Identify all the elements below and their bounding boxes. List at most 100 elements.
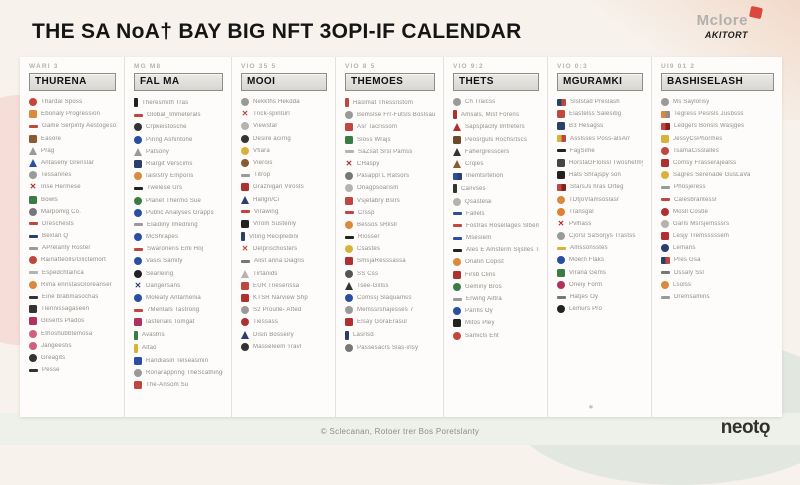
circle-icon bbox=[29, 280, 37, 289]
square-icon bbox=[661, 158, 669, 167]
list-item: Marpomig Co. bbox=[29, 207, 116, 216]
item-label: Vsjetabry Bslrs bbox=[357, 197, 401, 204]
list-item: Vasis Samity bbox=[134, 257, 223, 266]
circle-icon bbox=[453, 331, 461, 340]
item-label: Bexlan Q bbox=[42, 233, 69, 240]
item-label: Piring Ashintone bbox=[146, 136, 193, 143]
page-title: THE SA NoA† BAY BIG NFT 3OPI-IF CALENDAR bbox=[32, 20, 522, 43]
list-item: Erwing Ailtra bbox=[453, 295, 539, 303]
cross-icon: ✕ bbox=[345, 158, 353, 168]
list-item: Crpkeistoscne bbox=[134, 123, 223, 132]
list-item: Vfiara bbox=[241, 146, 327, 155]
item-label: JessyCsPhormes bbox=[673, 135, 723, 142]
circle-icon bbox=[29, 341, 37, 350]
dash-icon bbox=[241, 173, 250, 177]
list-item: Dremsamins bbox=[661, 293, 774, 301]
list-item: Mosll Costle bbox=[661, 207, 774, 216]
red-cube-icon bbox=[748, 5, 764, 20]
item-label: Lemans bbox=[673, 245, 696, 252]
item-label: Bemslse Frr-Futsls Boslsaus bbox=[357, 112, 435, 119]
list-item: Lasrlsd bbox=[345, 330, 435, 340]
list-item: Rlosser bbox=[345, 233, 435, 241]
list-item: Lemans bbox=[661, 244, 774, 253]
list-item: Passesacrs Slas-irlsy bbox=[345, 343, 435, 352]
item-label: Calesbrantessl bbox=[674, 196, 717, 203]
column-thets: VIO 9:2 THETS Ch Traicss Amsals, Mist Foren… bbox=[444, 57, 548, 417]
column-item-list: Ms Saylorisy Tegress Peslsls Jusbsss Ledge… bbox=[661, 98, 774, 301]
list-item: Asr Tacrissom bbox=[345, 123, 435, 132]
cross-icon: ✕ bbox=[557, 218, 565, 228]
list-item: Fallels bbox=[453, 210, 539, 218]
list-item: Calesbrantessl bbox=[661, 196, 774, 204]
cross-icon: ✕ bbox=[29, 182, 37, 192]
square-icon bbox=[453, 319, 461, 328]
list-item: Tiessass bbox=[241, 318, 327, 327]
flag-icon bbox=[557, 135, 566, 143]
column-tag: VIO 0:3 bbox=[557, 63, 588, 70]
item-label: Firsb Clins bbox=[465, 271, 496, 278]
list-item: StarsJs hras Orteg bbox=[557, 183, 643, 191]
square-icon bbox=[29, 317, 37, 326]
list-item: Ales E Amsterm Sljslles Ters bbox=[453, 246, 539, 254]
circle-icon bbox=[241, 318, 249, 327]
circle-icon bbox=[661, 219, 669, 228]
item-label: Mitos Pley bbox=[465, 320, 495, 327]
list-item: Memssrshajesses 7 bbox=[345, 306, 435, 315]
circle-icon bbox=[134, 233, 142, 242]
column-themoes: VIO 8 5 THEMOES Haslmat Thessristom Bemslse… bbox=[336, 57, 444, 417]
item-label: Virawing bbox=[254, 208, 279, 215]
item-label: Nekkths Hekdda bbox=[253, 99, 300, 105]
list-item: Phosjeress bbox=[661, 183, 774, 191]
list-item: Elaidiny Imedning bbox=[134, 221, 223, 229]
list-item: Firsb Clins bbox=[453, 270, 539, 279]
list-item: Bexlan Q bbox=[29, 232, 116, 240]
dash-icon bbox=[134, 186, 143, 190]
circle-icon bbox=[453, 282, 461, 291]
circle-icon bbox=[557, 207, 565, 216]
dash-icon bbox=[29, 222, 38, 226]
list-item: Iasterials Tomgat bbox=[134, 318, 223, 327]
list-item: TsamaCisslalles bbox=[661, 146, 774, 155]
item-label: Global_Immeterals bbox=[147, 112, 201, 119]
bar-icon bbox=[345, 330, 349, 340]
list-item: Hatjes Oy bbox=[557, 293, 643, 301]
circle-icon bbox=[345, 172, 353, 181]
list-item: Tegress Peslsls Jusbsss bbox=[661, 110, 774, 118]
item-label: CHaspy bbox=[357, 160, 380, 167]
column-mguramki: VIO 0:3 MGURAMKI Slststad Preslash Elastels… bbox=[548, 57, 652, 417]
list-item: Mseslem bbox=[453, 234, 539, 242]
item-label: Pasappl L Ratsors bbox=[357, 173, 410, 180]
circle-icon bbox=[241, 158, 249, 167]
bottom-logo: neotǫ bbox=[720, 417, 771, 438]
item-label: Viewstar bbox=[253, 123, 278, 130]
circle-icon bbox=[557, 232, 565, 241]
list-item: ✕ Inse Hermese bbox=[29, 183, 116, 191]
item-label: Trick-spinturl bbox=[253, 111, 290, 118]
item-label: Espedchtainca bbox=[42, 269, 84, 276]
triangle-icon bbox=[29, 158, 37, 167]
list-item: Amssonsstes bbox=[557, 244, 643, 252]
list-item: Peosrguls Rochsrtscs bbox=[453, 135, 539, 144]
item-label: Fahergresscers bbox=[465, 148, 510, 155]
dash-icon bbox=[241, 210, 250, 214]
cross-icon: ✕ bbox=[241, 244, 249, 254]
item-label: Pres Gsa bbox=[674, 257, 701, 264]
item-label: Titrop bbox=[254, 172, 271, 179]
circle-icon bbox=[134, 208, 142, 217]
list-item: Samicls Ent bbox=[453, 331, 539, 340]
list-item: Ledgers Bonsls Wasjges bbox=[661, 122, 774, 130]
list-item: Viting Recipledini bbox=[241, 232, 327, 242]
calendar-columns-panel: WARI 3 THURENA Thardal Sposs Ebonaly Progre… bbox=[20, 57, 782, 417]
circle-icon bbox=[557, 256, 565, 265]
list-item: Tlennissagaseen bbox=[29, 305, 116, 314]
item-label: Hats Shrajspy son bbox=[569, 172, 622, 179]
item-label: Haslmat Thessristom bbox=[353, 99, 414, 106]
flag-icon bbox=[557, 183, 566, 191]
list-item: Virom Susterily bbox=[241, 219, 327, 228]
item-label: Sloss Wrajs bbox=[357, 136, 391, 143]
list-item: Bowls bbox=[29, 195, 116, 204]
item-label: Asr Tacrissom bbox=[357, 124, 398, 131]
item-label: StarsJs hras Orteg bbox=[570, 184, 624, 191]
square-icon bbox=[661, 134, 669, 143]
circle-icon bbox=[134, 123, 142, 132]
